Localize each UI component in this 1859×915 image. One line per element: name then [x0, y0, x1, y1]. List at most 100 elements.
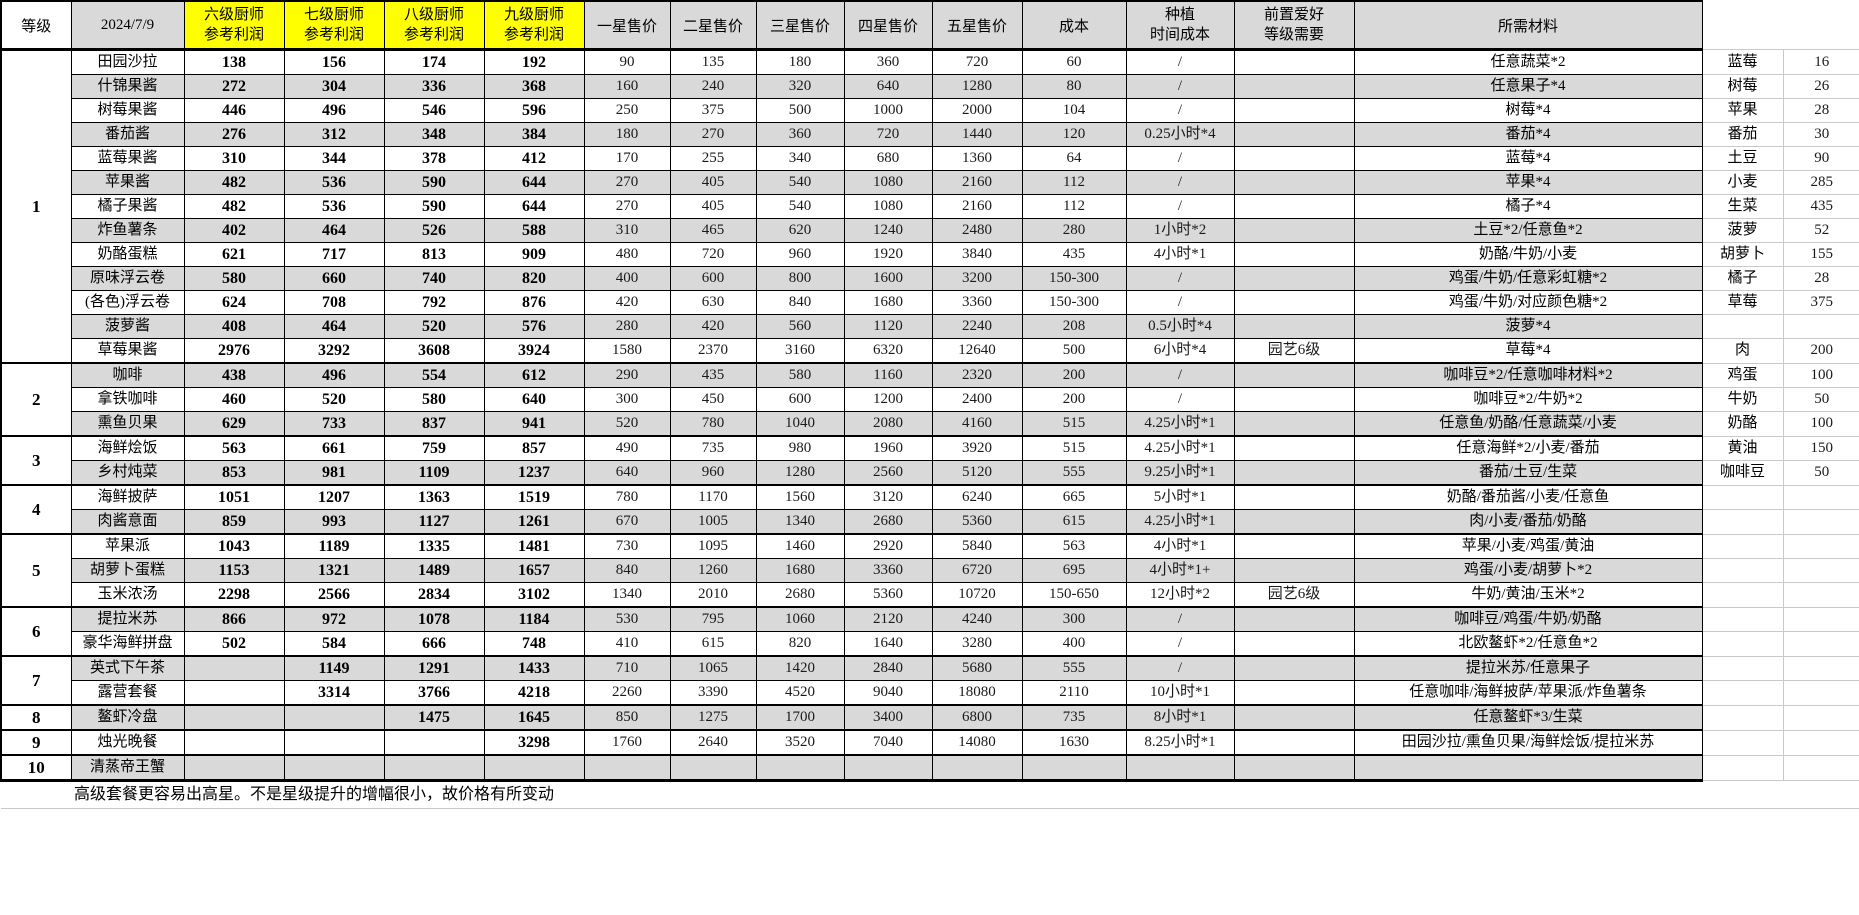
cell-dish-name[interactable]: 原味浮云卷: [70, 266, 185, 291]
cell-price-1star[interactable]: 1340: [583, 582, 671, 608]
cell-dish-name[interactable]: 清蒸帝王蟹: [70, 754, 185, 782]
cell-price-1star[interactable]: 300: [583, 387, 671, 412]
cell-cost[interactable]: 300: [1021, 606, 1127, 632]
cell-profit-lv6[interactable]: 853: [183, 460, 285, 486]
cell-price-3star[interactable]: 1040: [755, 411, 845, 437]
cell-price-5star[interactable]: 1280: [931, 74, 1023, 99]
cell-hobby-req[interactable]: [1233, 655, 1355, 681]
header-price-4star[interactable]: 四星售价: [843, 0, 933, 51]
cell-price-2star[interactable]: 780: [669, 411, 757, 437]
cell-hobby-req[interactable]: [1233, 218, 1355, 243]
cell-materials[interactable]: 咖啡豆*2/牛奶*2: [1353, 387, 1703, 412]
cell-price-4star[interactable]: 1240: [843, 218, 933, 243]
cell-materials[interactable]: 任意果子*4: [1353, 74, 1703, 99]
cell-profit-lv9[interactable]: 644: [483, 170, 585, 195]
cell-profit-lv8[interactable]: 792: [383, 290, 485, 315]
cell-ingredient-name[interactable]: 树莓: [1701, 74, 1784, 99]
cell-ingredient-name[interactable]: [1701, 582, 1784, 608]
cell-materials[interactable]: 番茄/土豆/生菜: [1353, 460, 1703, 486]
cell-ingredient-price[interactable]: [1783, 582, 1859, 608]
cell-price-2star[interactable]: 630: [669, 290, 757, 315]
cell-price-1star[interactable]: 730: [583, 533, 671, 559]
cell-price-4star[interactable]: 1120: [843, 314, 933, 339]
cell-profit-lv8[interactable]: 1127: [383, 509, 485, 535]
cell-hobby-req[interactable]: [1233, 631, 1355, 657]
cell-level[interactable]: 2: [0, 362, 72, 437]
cell-hobby-req[interactable]: [1233, 704, 1355, 731]
cell-dish-name[interactable]: 提拉米苏: [70, 606, 185, 632]
header-chef7-profit[interactable]: 七级厨师 参考利润: [283, 0, 385, 51]
cell-plant-time[interactable]: /: [1125, 98, 1235, 123]
cell-price-3star[interactable]: 540: [755, 170, 845, 195]
cell-ingredient-price[interactable]: [1783, 705, 1859, 731]
cell-cost[interactable]: 735: [1021, 704, 1127, 731]
cell-profit-lv7[interactable]: 464: [283, 314, 385, 339]
cell-price-2star[interactable]: 465: [669, 218, 757, 243]
cell-materials[interactable]: 草莓*4: [1353, 338, 1703, 364]
cell-price-5star[interactable]: 2160: [931, 170, 1023, 195]
cell-dish-name[interactable]: 番茄酱: [70, 122, 185, 147]
cell-profit-lv8[interactable]: 590: [383, 194, 485, 219]
cell-price-4star[interactable]: 1920: [843, 242, 933, 267]
cell-hobby-req[interactable]: [1233, 435, 1355, 461]
cell-price-2star[interactable]: 735: [669, 435, 757, 461]
cell-ingredient-price[interactable]: 28: [1783, 98, 1859, 123]
cell-level[interactable]: 9: [0, 729, 72, 756]
cell-profit-lv7[interactable]: 464: [283, 218, 385, 243]
cell-price-3star[interactable]: 320: [755, 74, 845, 99]
cell-cost[interactable]: 64: [1021, 146, 1127, 171]
cell-materials[interactable]: [1353, 754, 1703, 782]
cell-price-3star[interactable]: 560: [755, 314, 845, 339]
header-chef6-profit[interactable]: 六级厨师 参考利润: [183, 0, 285, 51]
cell-ingredient-price[interactable]: [1783, 755, 1859, 781]
cell-profit-lv6[interactable]: 1051: [183, 484, 285, 510]
cell-profit-lv9[interactable]: [483, 754, 585, 782]
cell-ingredient-name[interactable]: [1701, 314, 1784, 339]
header-level[interactable]: 等级: [0, 0, 72, 51]
cell-price-2star[interactable]: 270: [669, 122, 757, 147]
cell-price-5star[interactable]: 5360: [931, 509, 1023, 535]
cell-plant-time[interactable]: 4.25小时*1: [1125, 411, 1235, 437]
cell-profit-lv9[interactable]: 1237: [483, 460, 585, 486]
cell-cost[interactable]: 112: [1021, 194, 1127, 219]
cell-profit-lv7[interactable]: 2566: [283, 582, 385, 608]
cell-profit-lv6[interactable]: 482: [183, 170, 285, 195]
cell-ingredient-price[interactable]: [1783, 485, 1859, 510]
cell-level[interactable]: 10: [0, 754, 72, 782]
cell-profit-lv7[interactable]: [283, 754, 385, 782]
cell-cost[interactable]: 1630: [1021, 729, 1127, 756]
cell-profit-lv6[interactable]: 580: [183, 266, 285, 291]
cell-profit-lv6[interactable]: 859: [183, 509, 285, 535]
cell-profit-lv7[interactable]: 1321: [283, 558, 385, 583]
cell-materials[interactable]: 土豆*2/任意鱼*2: [1353, 218, 1703, 243]
cell-ingredient-name[interactable]: [1701, 607, 1784, 632]
cell-hobby-req[interactable]: [1233, 170, 1355, 195]
cell-profit-lv9[interactable]: 3298: [483, 729, 585, 756]
cell-price-3star[interactable]: 620: [755, 218, 845, 243]
cell-price-2star[interactable]: 135: [669, 48, 757, 75]
cell-ingredient-price[interactable]: 50: [1783, 460, 1859, 486]
cell-ingredient-price[interactable]: 52: [1783, 218, 1859, 243]
cell-price-2star[interactable]: 405: [669, 194, 757, 219]
cell-ingredient-name[interactable]: [1701, 534, 1784, 559]
cell-profit-lv8[interactable]: 336: [383, 74, 485, 99]
cell-plant-time[interactable]: 8小时*1: [1125, 704, 1235, 731]
cell-profit-lv7[interactable]: [283, 729, 385, 756]
cell-price-2star[interactable]: 255: [669, 146, 757, 171]
cell-profit-lv8[interactable]: 1489: [383, 558, 485, 583]
cell-price-1star[interactable]: 850: [583, 704, 671, 731]
cell-price-5star[interactable]: 1360: [931, 146, 1023, 171]
cell-profit-lv6[interactable]: 1043: [183, 533, 285, 559]
cell-cost[interactable]: 515: [1021, 411, 1127, 437]
cell-profit-lv6[interactable]: 563: [183, 435, 285, 461]
cell-dish-name[interactable]: 露营套餐: [70, 680, 185, 706]
cell-price-5star[interactable]: 5680: [931, 655, 1023, 681]
cell-price-2star[interactable]: 600: [669, 266, 757, 291]
cell-cost[interactable]: 555: [1021, 460, 1127, 486]
cell-plant-time[interactable]: /: [1125, 266, 1235, 291]
cell-plant-time[interactable]: /: [1125, 74, 1235, 99]
cell-cost[interactable]: 200: [1021, 362, 1127, 388]
cell-ingredient-name[interactable]: 肉: [1701, 338, 1784, 364]
cell-profit-lv8[interactable]: 837: [383, 411, 485, 437]
cell-profit-lv8[interactable]: 3766: [383, 680, 485, 706]
